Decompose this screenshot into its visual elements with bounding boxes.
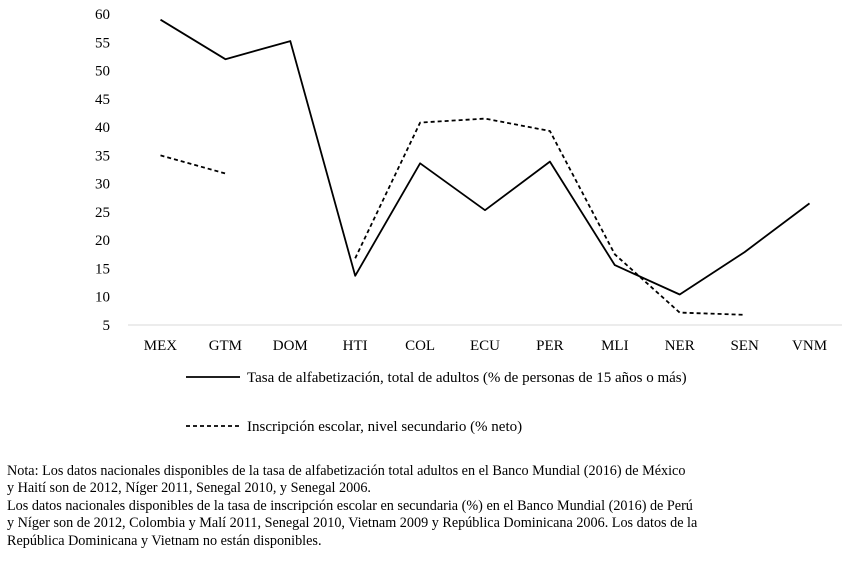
y-tick-label: 40 [95, 120, 110, 136]
x-tick-label: SEN [730, 338, 759, 354]
line-chart: 5 10 15 20 25 30 35 40 45 50 55 60 MEX GTM DOM HTI COL E… [95, 7, 842, 435]
x-tick-label: COL [405, 338, 435, 354]
y-tick-label: 15 [95, 261, 110, 277]
x-tick-label: MLI [601, 338, 629, 354]
y-tick-label: 35 [95, 148, 110, 164]
y-tick-label: 60 [95, 7, 110, 23]
note-line: y Haití son de 2012, Níger 2011, Senegal… [7, 480, 371, 497]
y-tick-label: 5 [103, 318, 111, 334]
note-line: Los datos nacionales disponibles de la t… [7, 497, 693, 514]
y-axis: 5 10 15 20 25 30 35 40 45 50 55 60 [95, 7, 110, 334]
x-tick-label: MEX [144, 338, 178, 354]
note-line: República Dominicana y Vietnam no están … [7, 532, 322, 549]
y-tick-label: 50 [95, 64, 110, 80]
x-tick-label: DOM [273, 338, 308, 354]
x-tick-label: VNM [792, 338, 827, 354]
y-tick-label: 45 [95, 92, 110, 108]
x-tick-label: NER [665, 338, 695, 354]
y-tick-label: 10 [95, 290, 110, 306]
x-tick-label: GTM [209, 338, 242, 354]
series-line-literacy [160, 18, 811, 296]
x-tick-label: PER [536, 338, 564, 354]
note-line: y Níger son de 2012, Colombia y Malí 201… [7, 515, 698, 532]
y-tick-label: 25 [95, 205, 110, 221]
legend-label-literacy: Tasa de alfabetización, total de adultos… [247, 370, 687, 386]
y-tick-label: 55 [95, 35, 110, 51]
note-line: Nota: Los datos nacionales disponibles d… [7, 463, 686, 479]
y-tick-label: 20 [95, 233, 110, 249]
x-tick-label: HTI [343, 338, 368, 354]
x-tick-label: ECU [470, 338, 500, 354]
x-axis: MEX GTM DOM HTI COL ECU PER MLI NER SEN VNM [144, 338, 827, 354]
series-line-enrollment [160, 154, 226, 175]
chart-note: Nota: Los datos nacionales disponibles d… [7, 463, 843, 550]
legend-label-enrollment: Inscripción escolar, nivel secundario (%… [247, 419, 522, 435]
series-line-enrollment [354, 117, 745, 316]
series-lines [160, 18, 811, 316]
y-tick-label: 30 [95, 177, 110, 193]
legend: Tasa de alfabetización, total de adultos… [186, 370, 687, 435]
